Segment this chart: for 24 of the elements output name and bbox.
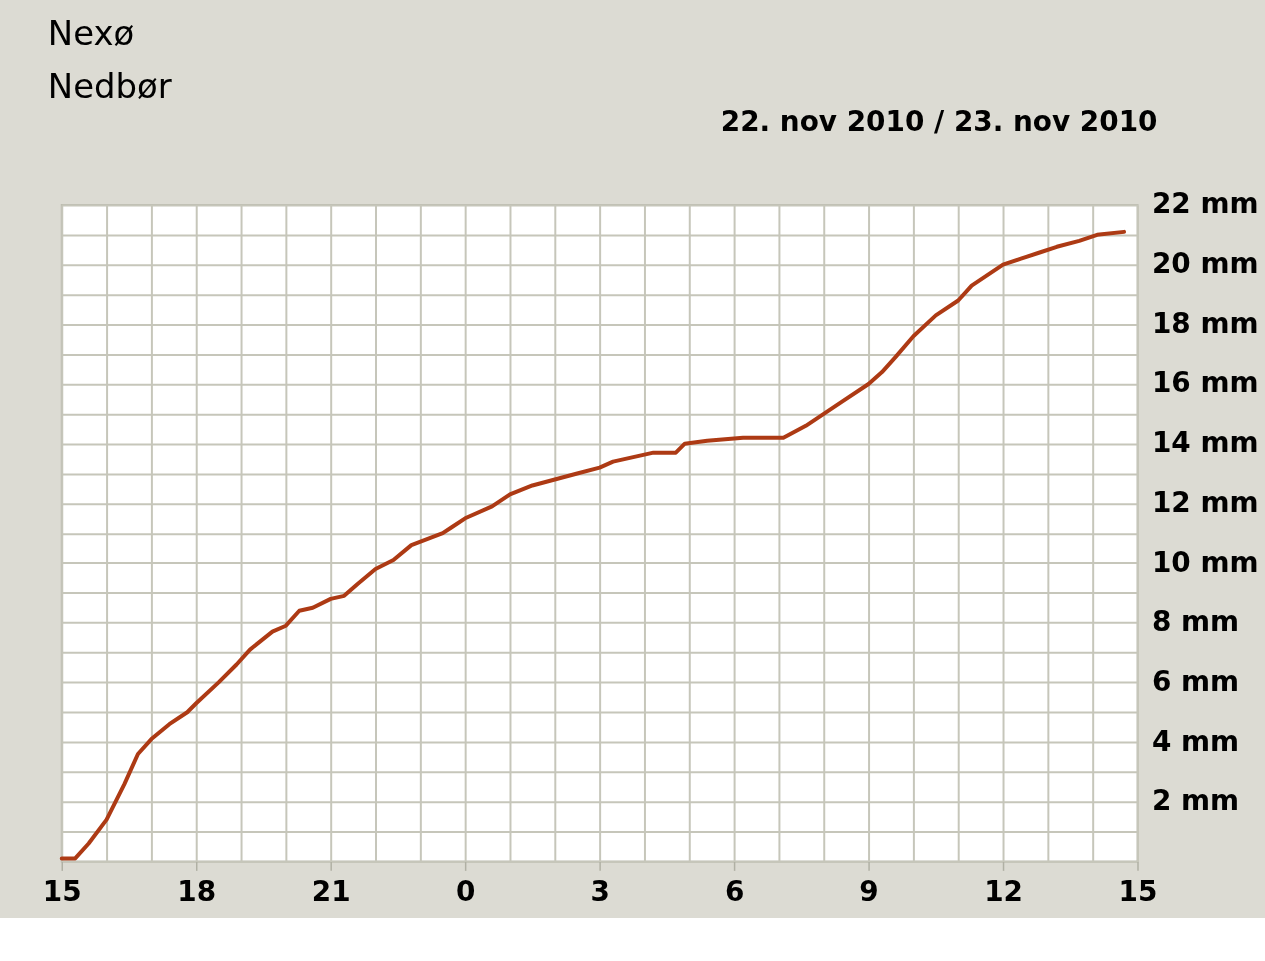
- x-tick-label: 12: [984, 874, 1023, 908]
- x-tick-label: 9: [859, 874, 879, 908]
- x-tick-label: 15: [42, 874, 82, 908]
- text: 22. nov 2010 / 23. nov 2010: [720, 105, 1158, 139]
- y-tick-label: 10 mm: [1151, 545, 1259, 579]
- line-series: [59, 229, 1127, 861]
- y-tick-label: 8 mm: [1151, 605, 1240, 639]
- x-tick-label: 3: [590, 874, 610, 908]
- x-tick-label: 18: [177, 874, 217, 908]
- x-tick-label: 6: [724, 874, 745, 908]
- y-tick-label: 18 mm: [1151, 306, 1259, 340]
- y-tick-label: 22 mm: [1151, 187, 1259, 221]
- chart-subtitle: Nedbør: [47, 67, 172, 107]
- y-tick-label: 16 mm: [1151, 366, 1259, 400]
- y-tick-label: 14 mm: [1151, 426, 1259, 460]
- y-tick-label: 12 mm: [1151, 485, 1259, 519]
- y-tick-label: 4 mm: [1151, 724, 1240, 758]
- x-tick-label: 15: [1118, 874, 1158, 908]
- x-tick-label: 0: [455, 874, 476, 908]
- y-tick-label: 20 mm: [1151, 247, 1259, 281]
- y-tick-label: 2 mm: [1151, 784, 1240, 818]
- chart-title: Nexø: [47, 13, 135, 53]
- y-tick-label: 6 mm: [1151, 664, 1240, 698]
- x-tick-label: 21: [311, 874, 351, 908]
